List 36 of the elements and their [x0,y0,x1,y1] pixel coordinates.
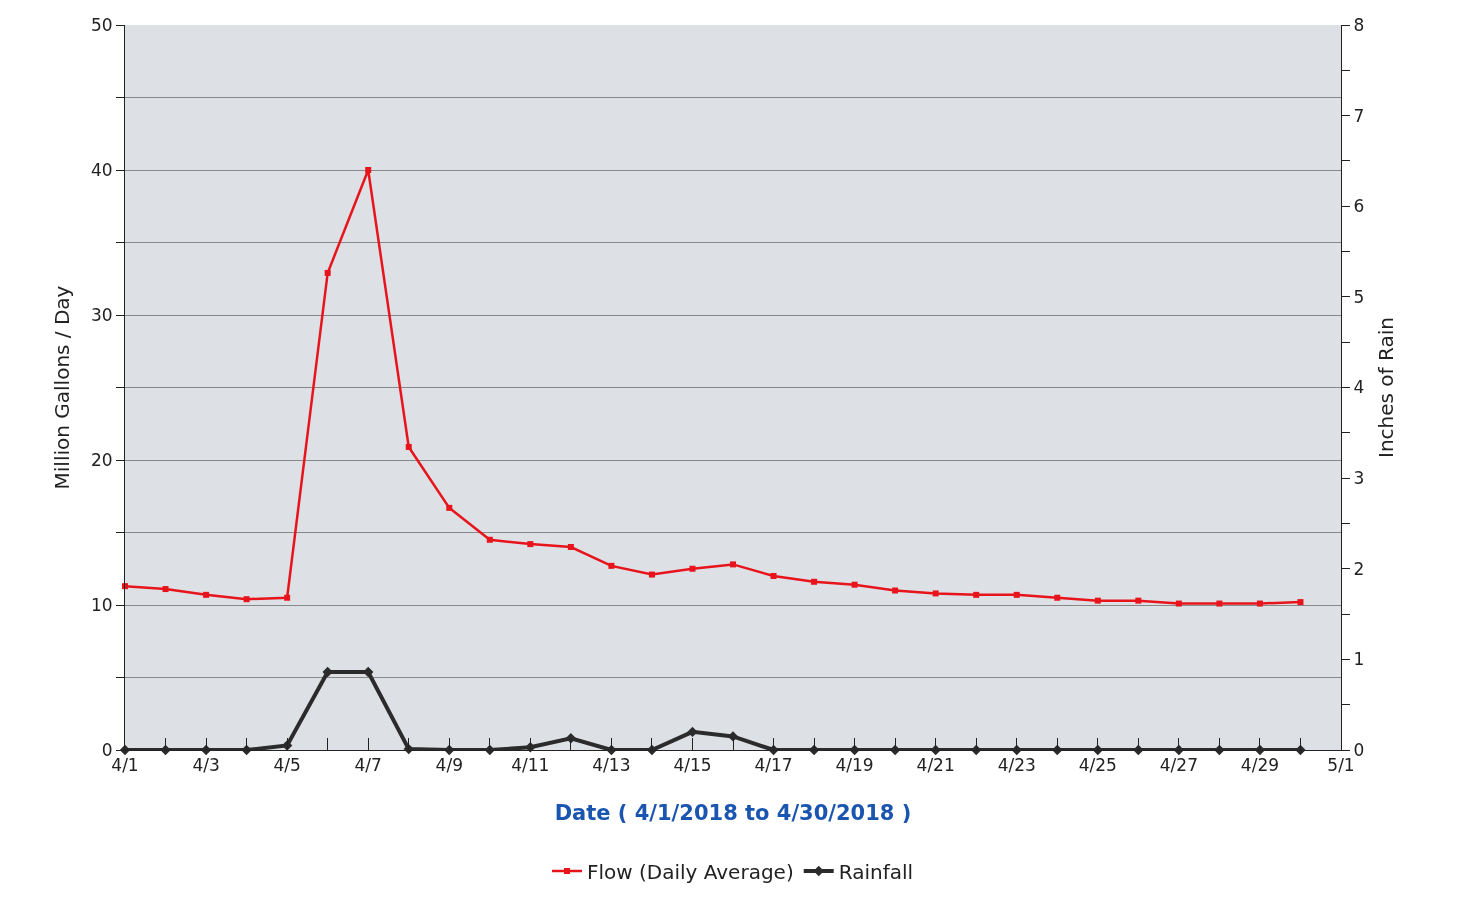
y-tick-label: 10 [90,594,113,615]
x-tick-label: 4/3 [192,755,220,776]
x-tick-label: 4/13 [592,755,631,776]
y2-tick-label: 5 [1353,286,1365,307]
x-tick-label: 4/21 [916,755,955,776]
x-tick-label: 4/29 [1240,755,1280,776]
y-tick-label: 30 [90,304,113,325]
y2-tick-label: 8 [1353,14,1365,35]
x-tick-label: 4/11 [511,755,550,776]
y-tick-label: 40 [90,159,113,180]
x-tick-label: 4/1 [111,755,139,776]
legend-label: Flow (Daily Average) [587,859,794,884]
x-tick-label: 4/23 [997,755,1036,776]
y2-tick-label: 3 [1353,468,1365,489]
x-tick-label: 4/15 [673,755,712,776]
y-tick-label: 50 [90,14,113,35]
x-tick-label: 4/9 [435,755,463,776]
x-tick-label: 4/25 [1078,755,1117,776]
x-tick-label: 4/7 [354,755,382,776]
x-tick-label: 5/1 [1327,755,1355,776]
x-axis-title: Date ( 4/1/2018 to 4/30/2018 ) [554,800,912,825]
x-tick-label: 4/19 [835,755,874,776]
legend-label: Rainfall [838,859,914,884]
x-tick-label: 4/27 [1159,755,1198,776]
y-axis-title: Million Gallons / Day [50,285,75,490]
y-tick-label: 20 [90,449,113,470]
y2-tick-label: 4 [1353,377,1365,398]
y2-tick-label: 1 [1353,649,1365,670]
y2-axis-title: Inches of Rain [1373,317,1398,458]
y2-tick-label: 0 [1353,739,1365,760]
y2-tick-label: 2 [1353,558,1365,579]
x-tick-label: 4/17 [754,755,793,776]
y-tick-label: 0 [101,739,113,760]
y2-tick-label: 6 [1353,196,1365,217]
y2-tick-label: 7 [1353,105,1365,126]
x-tick-label: 4/5 [273,755,301,776]
